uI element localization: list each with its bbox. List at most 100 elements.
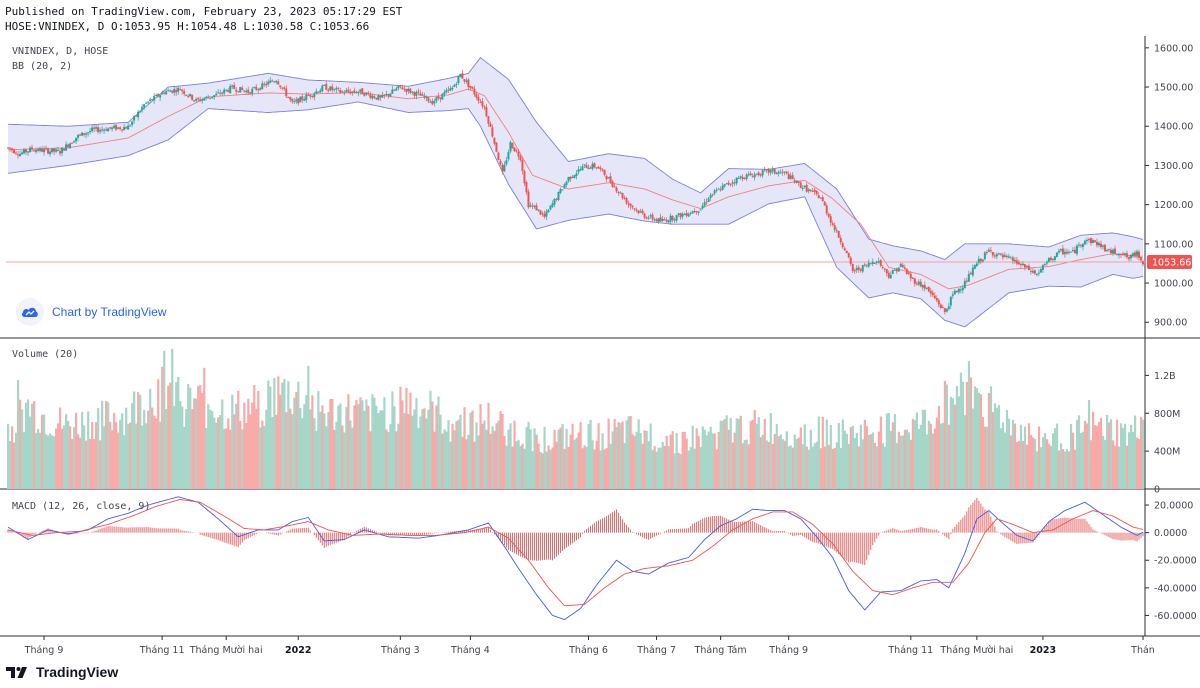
candle-body bbox=[709, 195, 712, 199]
candle-body bbox=[579, 169, 582, 171]
volume-bar bbox=[375, 405, 378, 489]
time-tick-label: Tháng 11 bbox=[887, 645, 933, 656]
volume-bar bbox=[1085, 423, 1089, 489]
candle-body bbox=[155, 94, 158, 97]
candle bbox=[817, 192, 820, 199]
candle-body bbox=[179, 89, 182, 91]
volume-bar bbox=[961, 381, 965, 489]
ohlc-line: HOSE:VNINDEX, D O:1053.95 H:1054.48 L:10… bbox=[5, 20, 370, 33]
candle-body bbox=[153, 95, 156, 101]
candle-body bbox=[933, 295, 936, 299]
candle bbox=[515, 148, 518, 153]
candle-body bbox=[213, 95, 216, 98]
volume-bar bbox=[1033, 438, 1037, 489]
candle-body bbox=[339, 89, 342, 93]
candle bbox=[1031, 268, 1034, 274]
candle bbox=[695, 210, 698, 215]
candle-body bbox=[973, 265, 976, 269]
candle-body bbox=[737, 178, 740, 180]
macd-pane[interactable]: MACD (12, 26, close, 9) bbox=[7, 496, 1144, 621]
volume-bar bbox=[1077, 415, 1081, 489]
macd-histogram bbox=[7, 497, 1144, 566]
candle-body bbox=[409, 88, 412, 93]
volume-bar bbox=[991, 412, 995, 489]
volume-bar bbox=[649, 423, 652, 489]
volume-bar bbox=[845, 433, 848, 489]
candle bbox=[1109, 247, 1112, 255]
candle-body bbox=[959, 289, 962, 291]
volume-bar bbox=[591, 440, 594, 489]
candle bbox=[253, 86, 256, 89]
volume-bar bbox=[1001, 422, 1005, 489]
volume-bar bbox=[223, 428, 226, 489]
candle bbox=[477, 94, 480, 104]
candle-body bbox=[7, 147, 9, 149]
candle bbox=[387, 93, 390, 99]
candle-body bbox=[451, 87, 454, 90]
candle bbox=[263, 81, 266, 87]
candle-body bbox=[475, 94, 478, 98]
candle-body bbox=[829, 216, 832, 223]
candle-body bbox=[1097, 242, 1100, 246]
volume-bar bbox=[553, 429, 556, 489]
candle-body bbox=[909, 273, 912, 279]
volume-bar bbox=[585, 446, 588, 489]
volume-bar bbox=[1017, 440, 1021, 489]
candle-body bbox=[873, 262, 876, 264]
candle bbox=[661, 215, 664, 222]
candle-body bbox=[889, 274, 892, 279]
candle bbox=[777, 170, 780, 177]
candle-body bbox=[697, 211, 700, 213]
candle-body bbox=[65, 144, 68, 151]
candle-body bbox=[699, 209, 702, 211]
candle bbox=[967, 270, 970, 282]
volume-bar bbox=[693, 448, 696, 489]
volume-bar bbox=[631, 434, 634, 489]
volume-bar bbox=[751, 419, 754, 489]
chart-area[interactable]: VNINDEX, D, HOSE BB (20, 2) Volume (20) … bbox=[0, 36, 1200, 660]
candle bbox=[873, 262, 876, 264]
candle-body bbox=[497, 152, 500, 161]
volume-bar bbox=[421, 409, 424, 489]
volume-bar bbox=[921, 409, 925, 489]
volume-bar bbox=[1009, 435, 1013, 489]
candle bbox=[1083, 239, 1086, 246]
volume-bar bbox=[351, 427, 354, 489]
time-tick-label: Tháng 7 bbox=[636, 645, 676, 656]
volume-bar bbox=[133, 391, 136, 489]
candle bbox=[365, 92, 368, 96]
candle bbox=[1015, 257, 1018, 266]
volume-bar bbox=[623, 442, 626, 489]
volume-bar bbox=[111, 430, 114, 489]
volume-bar bbox=[979, 394, 983, 489]
candle bbox=[451, 85, 454, 92]
candle-body bbox=[1025, 265, 1028, 267]
candle-body bbox=[1142, 261, 1144, 265]
volume-pane[interactable]: Volume (20) bbox=[7, 348, 1145, 489]
volume-bar bbox=[935, 417, 939, 489]
candle bbox=[837, 230, 840, 239]
volume-bar bbox=[923, 409, 927, 489]
price-scale[interactable]: 1600.001500.001400.001300.001200.001100.… bbox=[1145, 43, 1197, 622]
time-tick-label: Tháng 3 bbox=[380, 645, 420, 656]
volume-bar bbox=[109, 421, 112, 489]
candle-body bbox=[63, 148, 66, 151]
price-pane[interactable]: VNINDEX, D, HOSE BB (20, 2) bbox=[6, 46, 1145, 328]
volume-bar bbox=[175, 382, 178, 489]
candle bbox=[859, 267, 862, 273]
volume-bar bbox=[745, 439, 748, 489]
chart-by-tradingview-badge[interactable]: Chart by TradingView bbox=[16, 298, 167, 326]
candle-body bbox=[379, 95, 382, 98]
candle bbox=[331, 83, 334, 93]
candle bbox=[675, 214, 678, 223]
candle-body bbox=[821, 197, 824, 202]
candle bbox=[137, 109, 140, 121]
candle-body bbox=[93, 127, 96, 129]
volume-bar bbox=[1051, 433, 1055, 489]
candle bbox=[1025, 265, 1028, 269]
volume-bar bbox=[621, 421, 624, 489]
candle-body bbox=[297, 98, 300, 104]
volume-bar bbox=[53, 436, 56, 489]
time-scale[interactable]: Tháng 9 Tháng 11 Tháng Mười hai 2022 Tháng 3… bbox=[24, 636, 1155, 656]
candle bbox=[559, 187, 562, 195]
